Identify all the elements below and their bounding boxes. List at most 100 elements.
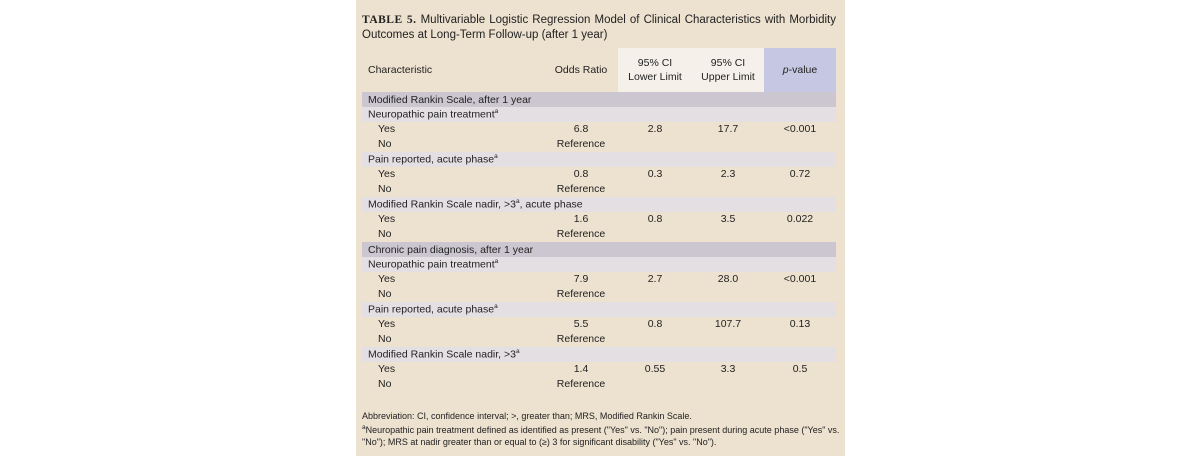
subgroup-cell: Pain reported, acute phasea bbox=[362, 152, 836, 167]
subgroup-label: Modified Rankin Scale nadir, >3 bbox=[368, 348, 516, 361]
section-row: Modified Rankin Scale, after 1 year bbox=[362, 92, 836, 107]
table-body: Modified Rankin Scale, after 1 year Neuro… bbox=[362, 92, 836, 392]
row-level-label: Yes bbox=[378, 363, 396, 375]
ci-lower-cell: 0.3 bbox=[647, 168, 663, 180]
p-value-cell: 0.13 bbox=[789, 318, 811, 330]
ci-lower-cell bbox=[618, 182, 692, 197]
header-odds-ratio: Odds Ratio bbox=[554, 64, 608, 76]
row-level-label: Yes bbox=[378, 213, 396, 225]
table-row: Yes 5.5 0.8 107.7 0.13 bbox=[362, 317, 836, 332]
p-value-cell: <0.001 bbox=[783, 123, 817, 135]
regression-table: Characteristic Odds Ratio 95% CI Lower L… bbox=[362, 48, 836, 392]
ci-lower-cell bbox=[618, 137, 692, 152]
header-p-rest: -value bbox=[788, 64, 818, 76]
superscript-a: a bbox=[515, 198, 520, 206]
row-level-label: Yes bbox=[378, 273, 396, 285]
footnote-a-text: Neuropathic pain treatment defined as id… bbox=[362, 425, 840, 447]
table-row: No Reference bbox=[362, 287, 836, 302]
subgroup-cell: Modified Rankin Scale nadir, >3a, acute … bbox=[362, 197, 836, 212]
superscript-a: a bbox=[494, 108, 499, 116]
subgroup-cell: Modified Rankin Scale nadir, >3a bbox=[362, 347, 836, 362]
header-ci-lower-line1: 95% CI bbox=[637, 57, 673, 69]
row-level-label: No bbox=[378, 378, 392, 390]
p-value-cell: 0.022 bbox=[786, 213, 814, 225]
odds-ratio-cell: 1.4 bbox=[573, 363, 589, 375]
table-row: Yes 0.8 0.3 2.3 0.72 bbox=[362, 167, 836, 182]
row-level-label: No bbox=[378, 228, 392, 240]
p-value-cell: 0.72 bbox=[789, 168, 811, 180]
header-p-italic: p bbox=[782, 64, 789, 76]
footnote-a: aNeuropathic pain treatment defined as i… bbox=[362, 422, 840, 448]
header-ci-lower-line2: Lower Limit bbox=[628, 71, 682, 83]
superscript-a: a bbox=[494, 153, 498, 161]
odds-ratio-cell: Reference bbox=[556, 378, 606, 390]
ci-upper-cell: 17.7 bbox=[717, 123, 739, 135]
odds-ratio-cell: Reference bbox=[556, 288, 606, 300]
table-row: Yes 1.4 0.55 3.3 0.5 bbox=[362, 362, 836, 377]
subgroup-row: Pain reported, acute phasea bbox=[362, 152, 836, 167]
table-row: No Reference bbox=[362, 377, 836, 392]
subgroup-cell: Neuropathic pain treatmenta bbox=[362, 257, 836, 272]
ci-upper-cell: 3.3 bbox=[720, 363, 736, 375]
ci-lower-cell: 2.8 bbox=[647, 123, 663, 135]
row-level-label: Yes bbox=[378, 123, 396, 135]
ci-upper-cell: 107.7 bbox=[714, 318, 742, 330]
superscript-a: a bbox=[515, 348, 520, 356]
odds-ratio-cell: 0.8 bbox=[573, 168, 589, 180]
footnote-a-mark: a bbox=[362, 424, 366, 431]
header-characteristic: Characteristic bbox=[368, 64, 433, 76]
ci-upper-cell bbox=[692, 182, 764, 197]
table-row: Yes 6.8 2.8 17.7 <0.001 bbox=[362, 122, 836, 137]
p-value-cell: <0.001 bbox=[783, 273, 817, 285]
p-value-cell bbox=[764, 332, 836, 347]
ci-lower-cell bbox=[618, 332, 692, 347]
subgroup-cell: Pain reported, acute phasea bbox=[362, 302, 836, 317]
subgroup-label: Modified Rankin Scale nadir, >3 bbox=[368, 198, 516, 211]
ci-upper-cell bbox=[692, 287, 764, 302]
subgroup-row: Neuropathic pain treatmenta bbox=[362, 107, 836, 122]
ci-upper-cell bbox=[692, 137, 764, 152]
row-level-label: No bbox=[378, 183, 392, 195]
row-level-label: No bbox=[378, 288, 392, 300]
footnote-abbreviation: Abbreviation: CI, confidence interval; >… bbox=[362, 411, 692, 421]
ci-lower-cell: 0.8 bbox=[647, 318, 663, 330]
ci-lower-cell: 0.8 bbox=[647, 213, 663, 225]
superscript-a: a bbox=[494, 258, 499, 266]
p-value-cell bbox=[764, 182, 836, 197]
section-title: Modified Rankin Scale, after 1 year bbox=[362, 92, 836, 107]
table-row: No Reference bbox=[362, 332, 836, 347]
subgroup-cell: Neuropathic pain treatmenta bbox=[362, 107, 836, 122]
table-row: No Reference bbox=[362, 182, 836, 197]
ci-lower-cell: 0.55 bbox=[644, 363, 666, 375]
subgroup-row: Pain reported, acute phasea bbox=[362, 302, 836, 317]
header-ci-lower: 95% CI Lower Limit bbox=[618, 48, 692, 92]
table-footnotes: Abbreviation: CI, confidence interval; >… bbox=[362, 410, 840, 448]
table-row: No Reference bbox=[362, 137, 836, 152]
subgroup-label-suffix: , acute phase bbox=[519, 198, 583, 211]
odds-ratio-cell: 5.5 bbox=[573, 318, 589, 330]
odds-ratio-cell: 1.6 bbox=[573, 213, 589, 225]
ci-lower-cell: 2.7 bbox=[647, 273, 663, 285]
header-ci-upper-line2: Upper Limit bbox=[701, 71, 755, 83]
p-value-cell bbox=[764, 377, 836, 392]
header-ci-upper-line1: 95% CI bbox=[710, 57, 746, 69]
odds-ratio-cell: Reference bbox=[556, 228, 606, 240]
odds-ratio-cell: 7.9 bbox=[573, 273, 589, 285]
subgroup-row: Modified Rankin Scale nadir, >3a, acute … bbox=[362, 197, 836, 212]
subgroup-label: Pain reported, acute phase bbox=[368, 153, 495, 166]
p-value-cell bbox=[764, 227, 836, 242]
odds-ratio-cell: Reference bbox=[556, 183, 606, 195]
ci-upper-cell: 2.3 bbox=[720, 168, 736, 180]
ci-upper-cell bbox=[692, 377, 764, 392]
table-row: No Reference bbox=[362, 227, 836, 242]
row-level-label: Yes bbox=[378, 168, 396, 180]
odds-ratio-cell: Reference bbox=[556, 138, 606, 150]
odds-ratio-cell: 6.8 bbox=[573, 123, 589, 135]
header-ci-upper: 95% CI Upper Limit bbox=[692, 48, 764, 92]
subgroup-row: Modified Rankin Scale nadir, >3a bbox=[362, 347, 836, 362]
p-value-cell: 0.5 bbox=[792, 363, 808, 375]
row-level-label: No bbox=[378, 138, 392, 150]
superscript-a: a bbox=[494, 303, 498, 311]
subgroup-row: Neuropathic pain treatmenta bbox=[362, 257, 836, 272]
section-row: Chronic pain diagnosis, after 1 year bbox=[362, 242, 836, 257]
